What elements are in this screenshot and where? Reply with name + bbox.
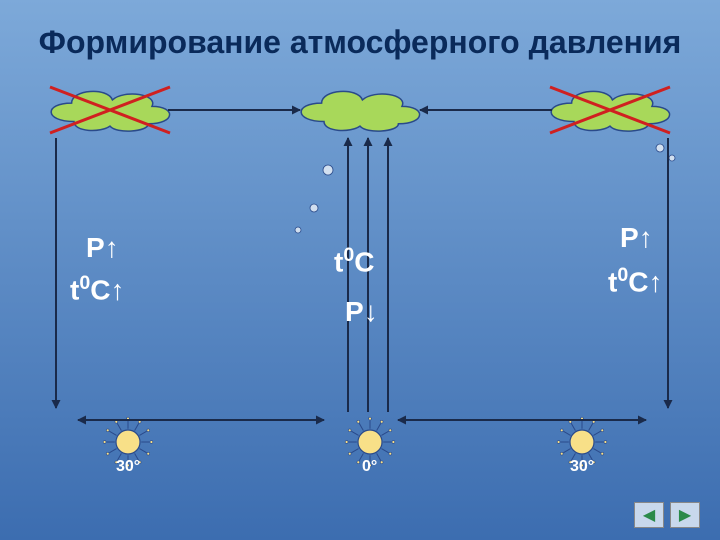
bubble <box>323 165 333 175</box>
label-deg_left: 30° <box>116 458 140 476</box>
label-P_mid: P↓ <box>345 296 378 328</box>
label-t0c_mid: t0C <box>334 244 374 278</box>
label-deg_mid: 0° <box>362 458 377 476</box>
bubble <box>310 204 318 212</box>
label-P_right: P↑ <box>620 222 653 254</box>
label-t0c_left: t0C↑ <box>70 272 124 306</box>
bubble <box>295 227 301 233</box>
cloud-crossed <box>50 87 170 133</box>
label-t0c_right: t0C↑ <box>608 264 662 298</box>
label-deg_right: 30° <box>570 458 594 476</box>
label-P_left: P↑ <box>86 232 119 264</box>
bubble <box>656 144 664 152</box>
nav-controls: ◀ ▶ <box>634 502 700 528</box>
nav-next-button[interactable]: ▶ <box>670 502 700 528</box>
cloud-crossed <box>550 87 670 133</box>
page-title: Формирование атмосферного давления <box>0 24 720 61</box>
nav-prev-button[interactable]: ◀ <box>634 502 664 528</box>
cloud <box>301 91 419 131</box>
bubble <box>669 155 675 161</box>
